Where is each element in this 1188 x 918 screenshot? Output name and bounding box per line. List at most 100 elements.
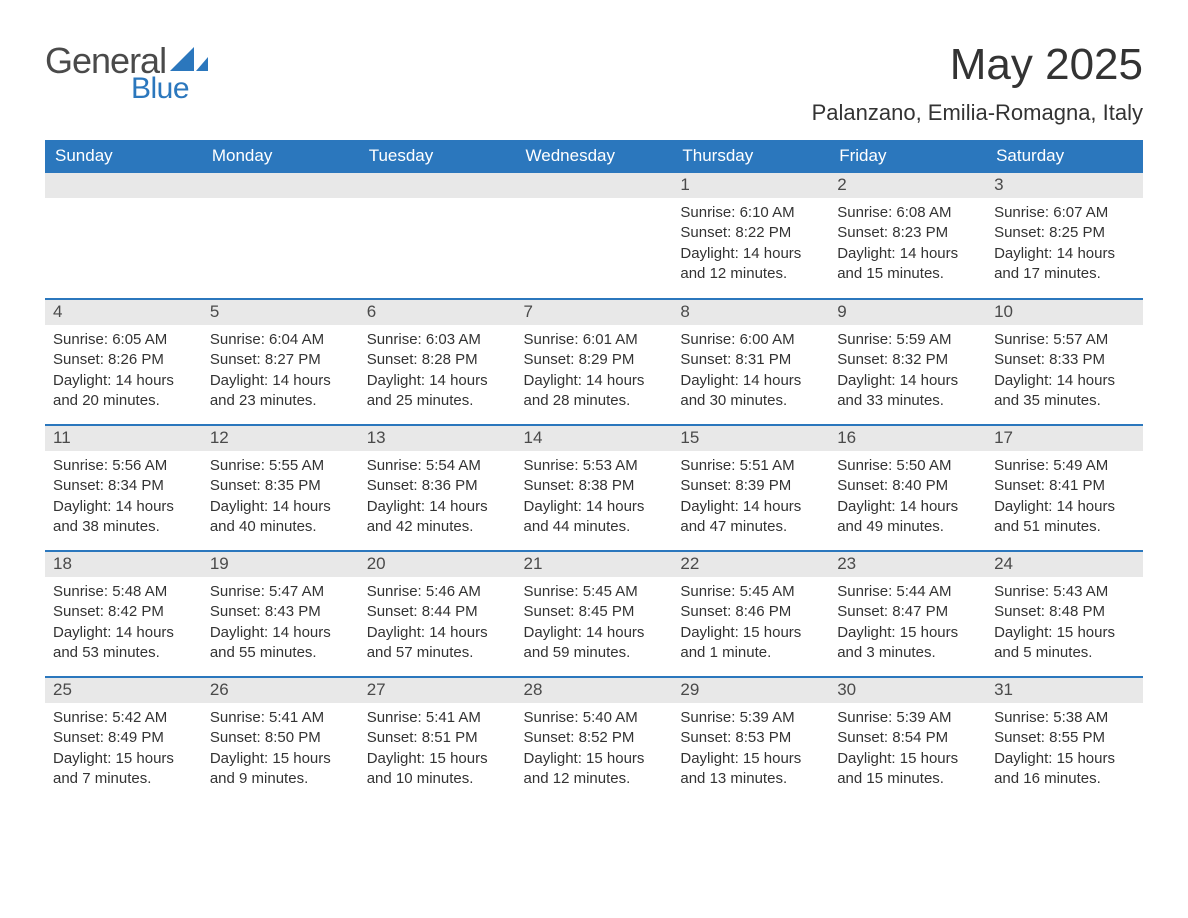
calendar-body: 1Sunrise: 6:10 AMSunset: 8:22 PMDaylight… [45,173,1143,803]
daylight-line: Daylight: 14 hours and 57 minutes. [367,623,508,664]
day-number: 13 [359,426,516,451]
calendar-day-cell: 21Sunrise: 5:45 AMSunset: 8:45 PMDayligh… [516,551,673,677]
sunrise-line: Sunrise: 6:10 AM [680,203,821,223]
day-content: Sunrise: 6:01 AMSunset: 8:29 PMDaylight:… [516,325,673,415]
calendar-week-row: 25Sunrise: 5:42 AMSunset: 8:49 PMDayligh… [45,677,1143,803]
sunrise-line: Sunrise: 6:07 AM [994,203,1135,223]
location-text: Palanzano, Emilia-Romagna, Italy [812,100,1143,126]
header-row: General Blue May 2025 Palanzano, Emilia-… [45,40,1143,126]
daylight-line: Daylight: 14 hours and 23 minutes. [210,371,351,412]
calendar-week-row: 1Sunrise: 6:10 AMSunset: 8:22 PMDaylight… [45,173,1143,299]
day-number: 22 [672,552,829,577]
weekday-header: Saturday [986,140,1143,173]
sunset-line: Sunset: 8:33 PM [994,350,1135,370]
sunrise-line: Sunrise: 5:41 AM [210,708,351,728]
day-content: Sunrise: 6:03 AMSunset: 8:28 PMDaylight:… [359,325,516,415]
sunset-line: Sunset: 8:48 PM [994,602,1135,622]
day-content: Sunrise: 6:05 AMSunset: 8:26 PMDaylight:… [45,325,202,415]
sunset-line: Sunset: 8:52 PM [524,728,665,748]
sunrise-line: Sunrise: 5:45 AM [680,582,821,602]
calendar-day-cell: 18Sunrise: 5:48 AMSunset: 8:42 PMDayligh… [45,551,202,677]
calendar-day-cell: 26Sunrise: 5:41 AMSunset: 8:50 PMDayligh… [202,677,359,803]
calendar-day-cell: 28Sunrise: 5:40 AMSunset: 8:52 PMDayligh… [516,677,673,803]
calendar-day-cell: 20Sunrise: 5:46 AMSunset: 8:44 PMDayligh… [359,551,516,677]
empty-day-strip [516,173,673,198]
day-number: 25 [45,678,202,703]
brand-logo: General Blue [45,40,208,106]
day-content: Sunrise: 5:55 AMSunset: 8:35 PMDaylight:… [202,451,359,541]
calendar-day-cell: 11Sunrise: 5:56 AMSunset: 8:34 PMDayligh… [45,425,202,551]
daylight-line: Daylight: 14 hours and 15 minutes. [837,244,978,285]
day-number: 7 [516,300,673,325]
sunset-line: Sunset: 8:41 PM [994,476,1135,496]
calendar-day-cell: 7Sunrise: 6:01 AMSunset: 8:29 PMDaylight… [516,299,673,425]
sunset-line: Sunset: 8:47 PM [837,602,978,622]
calendar-day-cell: 22Sunrise: 5:45 AMSunset: 8:46 PMDayligh… [672,551,829,677]
day-content: Sunrise: 5:59 AMSunset: 8:32 PMDaylight:… [829,325,986,415]
day-content: Sunrise: 6:10 AMSunset: 8:22 PMDaylight:… [672,198,829,288]
daylight-line: Daylight: 14 hours and 38 minutes. [53,497,194,538]
calendar-day-cell: 30Sunrise: 5:39 AMSunset: 8:54 PMDayligh… [829,677,986,803]
daylight-line: Daylight: 15 hours and 9 minutes. [210,749,351,790]
daylight-line: Daylight: 14 hours and 20 minutes. [53,371,194,412]
sunset-line: Sunset: 8:29 PM [524,350,665,370]
sunset-line: Sunset: 8:55 PM [994,728,1135,748]
day-number: 2 [829,173,986,198]
day-content: Sunrise: 5:54 AMSunset: 8:36 PMDaylight:… [359,451,516,541]
sunrise-line: Sunrise: 5:39 AM [837,708,978,728]
day-content: Sunrise: 5:39 AMSunset: 8:53 PMDaylight:… [672,703,829,793]
calendar-day-cell: 25Sunrise: 5:42 AMSunset: 8:49 PMDayligh… [45,677,202,803]
day-number: 23 [829,552,986,577]
day-number: 19 [202,552,359,577]
day-number: 3 [986,173,1143,198]
day-content: Sunrise: 5:41 AMSunset: 8:51 PMDaylight:… [359,703,516,793]
day-number: 24 [986,552,1143,577]
weekday-header: Thursday [672,140,829,173]
calendar-day-cell: 24Sunrise: 5:43 AMSunset: 8:48 PMDayligh… [986,551,1143,677]
calendar-day-cell [359,173,516,299]
daylight-line: Daylight: 14 hours and 42 minutes. [367,497,508,538]
day-number: 1 [672,173,829,198]
sunrise-line: Sunrise: 5:54 AM [367,456,508,476]
weekday-header: Sunday [45,140,202,173]
sunset-line: Sunset: 8:25 PM [994,223,1135,243]
calendar-day-cell: 1Sunrise: 6:10 AMSunset: 8:22 PMDaylight… [672,173,829,299]
calendar-day-cell: 2Sunrise: 6:08 AMSunset: 8:23 PMDaylight… [829,173,986,299]
day-number: 9 [829,300,986,325]
calendar-table: SundayMondayTuesdayWednesdayThursdayFrid… [45,140,1143,803]
day-content: Sunrise: 5:51 AMSunset: 8:39 PMDaylight:… [672,451,829,541]
day-number: 21 [516,552,673,577]
sunrise-line: Sunrise: 6:05 AM [53,330,194,350]
calendar-day-cell: 16Sunrise: 5:50 AMSunset: 8:40 PMDayligh… [829,425,986,551]
sunrise-line: Sunrise: 5:43 AM [994,582,1135,602]
daylight-line: Daylight: 15 hours and 10 minutes. [367,749,508,790]
calendar-day-cell: 23Sunrise: 5:44 AMSunset: 8:47 PMDayligh… [829,551,986,677]
sunrise-line: Sunrise: 6:01 AM [524,330,665,350]
day-content: Sunrise: 6:08 AMSunset: 8:23 PMDaylight:… [829,198,986,288]
daylight-line: Daylight: 15 hours and 15 minutes. [837,749,978,790]
sunset-line: Sunset: 8:46 PM [680,602,821,622]
day-content: Sunrise: 6:00 AMSunset: 8:31 PMDaylight:… [672,325,829,415]
day-number: 27 [359,678,516,703]
sunrise-line: Sunrise: 5:46 AM [367,582,508,602]
sunrise-line: Sunrise: 6:00 AM [680,330,821,350]
day-number: 14 [516,426,673,451]
daylight-line: Daylight: 14 hours and 51 minutes. [994,497,1135,538]
day-number: 18 [45,552,202,577]
day-number: 11 [45,426,202,451]
calendar-day-cell [202,173,359,299]
sunset-line: Sunset: 8:42 PM [53,602,194,622]
day-number: 29 [672,678,829,703]
day-content: Sunrise: 5:48 AMSunset: 8:42 PMDaylight:… [45,577,202,667]
sunrise-line: Sunrise: 5:59 AM [837,330,978,350]
day-number: 5 [202,300,359,325]
empty-day-strip [45,173,202,198]
sunrise-line: Sunrise: 5:50 AM [837,456,978,476]
sunset-line: Sunset: 8:49 PM [53,728,194,748]
sunset-line: Sunset: 8:26 PM [53,350,194,370]
sunset-line: Sunset: 8:44 PM [367,602,508,622]
day-content: Sunrise: 5:42 AMSunset: 8:49 PMDaylight:… [45,703,202,793]
daylight-line: Daylight: 14 hours and 55 minutes. [210,623,351,664]
day-content: Sunrise: 5:41 AMSunset: 8:50 PMDaylight:… [202,703,359,793]
calendar-day-cell [45,173,202,299]
